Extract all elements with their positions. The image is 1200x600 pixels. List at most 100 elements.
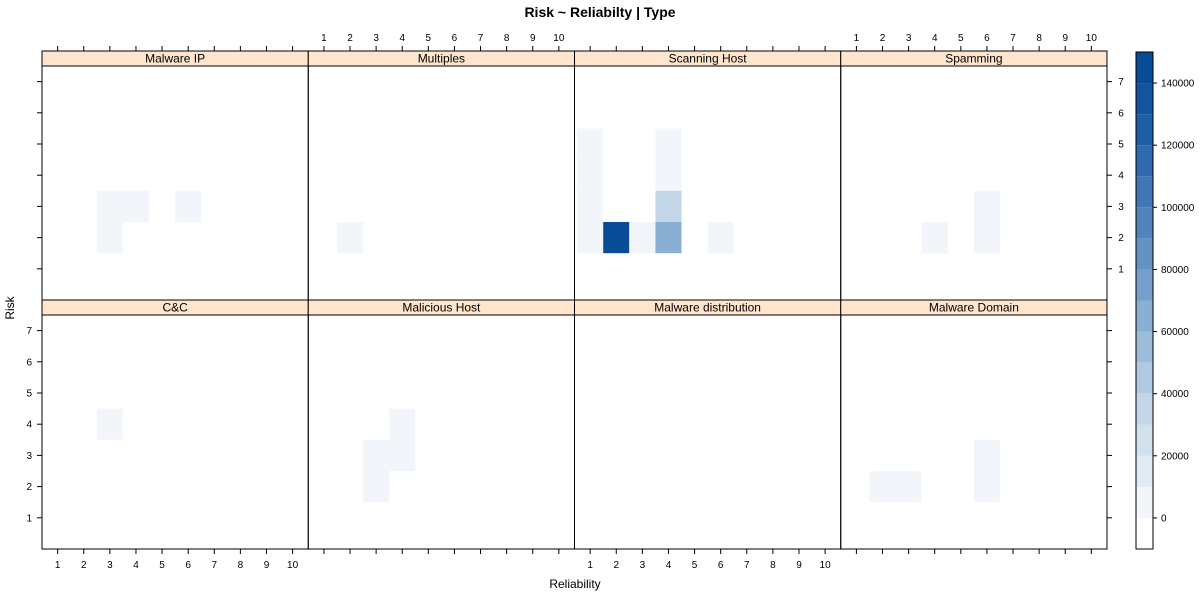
heatmap-cell (336, 222, 364, 254)
color-key-segment (1136, 424, 1153, 456)
heatmap-cell (96, 408, 123, 440)
heatmap-cell (96, 190, 123, 222)
panel-border (840, 65, 1108, 301)
axes-layer: 1 2 3 4 5 6 7 8 9 10 1 2 3 4 5 6 7 8 9 10 1 2 3 4 5 6 7 8 9 10 1 2 3 4 5 6 7… (26, 33, 1124, 571)
heatmap-cell (96, 222, 123, 254)
x-tick-label-top: 6 (452, 33, 458, 44)
x-tick-label-top: 3 (373, 33, 379, 44)
color-key-tick-label: 0 (1161, 513, 1167, 524)
heatmap-cell (973, 439, 1000, 471)
y-tick-label-right: 1 (1118, 264, 1124, 275)
panel: Multiples (307, 50, 575, 301)
x-tick-label-bottom: 1 (55, 560, 61, 571)
color-key-segment (1136, 176, 1153, 208)
panel-strip-label: C&C (162, 301, 188, 315)
x-tick-label-top: 9 (1062, 33, 1068, 44)
y-axis-label: Risk (3, 295, 17, 319)
panel-border (574, 314, 842, 550)
y-tick-label-left: 6 (26, 357, 32, 368)
color-key: 0 20000 40000 60000 80000 100000 120000 140000 (1135, 51, 1195, 550)
x-tick-label-top: 10 (553, 33, 565, 44)
heatmap-cell (921, 222, 948, 254)
x-tick-label-top: 8 (1036, 33, 1042, 44)
color-key-segment (1136, 486, 1153, 518)
x-tick-label-top: 6 (984, 33, 990, 44)
x-tick-label-top: 7 (478, 33, 484, 44)
color-key-tick-label: 80000 (1161, 265, 1189, 276)
x-tick-label-bottom: 8 (238, 560, 244, 571)
heatmap-cell (389, 439, 416, 471)
heatmap-cell (973, 222, 1000, 254)
x-tick-label-top: 4 (932, 33, 938, 44)
heatmap-cell (655, 222, 682, 254)
x-tick-label-top: 2 (347, 33, 353, 44)
panel-strip-label: Malware distribution (654, 301, 761, 315)
color-key-segment (1136, 52, 1153, 84)
panel-strip-label: Multiples (418, 52, 465, 66)
y-tick-label-left: 7 (26, 326, 32, 337)
x-tick-label-bottom: 10 (287, 560, 299, 571)
panel-border (574, 65, 842, 301)
heatmap-cell (175, 190, 202, 222)
y-tick-label-right: 2 (1118, 233, 1124, 244)
x-tick-label-bottom: 7 (211, 560, 217, 571)
y-tick-label-right: 3 (1118, 202, 1124, 213)
color-key-segment (1136, 207, 1153, 239)
color-key-tick-label: 40000 (1161, 389, 1189, 400)
heatmap-cell (869, 471, 896, 503)
x-tick-label-bottom: 6 (718, 560, 724, 571)
y-tick-label-left: 3 (26, 451, 32, 462)
heatmap-cell (603, 222, 630, 254)
panels-layer: Malware IP Multiples Scanning Host Spamming… (41, 50, 1108, 550)
color-key-segment (1136, 238, 1153, 270)
heatmap-cell (655, 190, 682, 222)
y-tick-label-left: 5 (26, 389, 32, 400)
panel: Malware Domain (840, 299, 1108, 550)
color-key-segment (1136, 83, 1153, 115)
x-tick-label-bottom: 4 (133, 560, 139, 571)
x-tick-label-top: 10 (1086, 33, 1098, 44)
panel: Malware distribution (574, 299, 842, 550)
y-tick-label-right: 6 (1118, 108, 1124, 119)
panel-border (307, 314, 575, 550)
color-key-segment (1136, 269, 1153, 301)
panel-border (307, 65, 575, 301)
panel-strip-label: Malicious Host (402, 301, 481, 315)
heatmap-cell (389, 408, 416, 440)
panel-strip-label: Spamming (945, 52, 1002, 66)
x-tick-label-top: 8 (504, 33, 510, 44)
heatmap-cell (577, 190, 604, 222)
x-tick-label-bottom: 3 (640, 560, 646, 571)
heatmap-cell (973, 471, 1000, 503)
color-key-tick-label: 100000 (1161, 203, 1195, 214)
heatmap-cell (973, 190, 1000, 222)
color-key-border (1135, 51, 1154, 550)
x-tick-label-top: 4 (399, 33, 405, 44)
x-tick-label-bottom: 9 (264, 560, 270, 571)
y-tick-label-left: 4 (26, 420, 32, 431)
panel-border (41, 314, 309, 550)
heatmap-cell (577, 159, 604, 191)
x-tick-label-bottom: 8 (770, 560, 776, 571)
panel: Malware IP (41, 50, 309, 301)
color-key-tick-label: 60000 (1161, 327, 1189, 338)
color-key-segment (1136, 331, 1153, 363)
y-tick-label-right: 5 (1118, 140, 1124, 151)
heatmap-cell (655, 159, 682, 191)
color-key-segment (1136, 362, 1153, 394)
y-tick-label-left: 1 (26, 513, 32, 524)
x-tick-label-bottom: 2 (613, 560, 619, 571)
panel-strip-label: Malware IP (145, 52, 205, 66)
color-key-tick-label: 140000 (1161, 79, 1195, 90)
x-tick-label-top: 2 (880, 33, 886, 44)
panel: Scanning Host (574, 50, 842, 301)
heatmap-cell (363, 471, 390, 503)
x-tick-label-top: 5 (426, 33, 432, 44)
heatmap-cell (655, 128, 682, 160)
chart-title: Risk ~ Reliabilty | Type (524, 4, 675, 20)
color-key-segment (1136, 145, 1153, 177)
x-tick-label-bottom: 3 (107, 560, 113, 571)
x-tick-label-top: 9 (530, 33, 536, 44)
